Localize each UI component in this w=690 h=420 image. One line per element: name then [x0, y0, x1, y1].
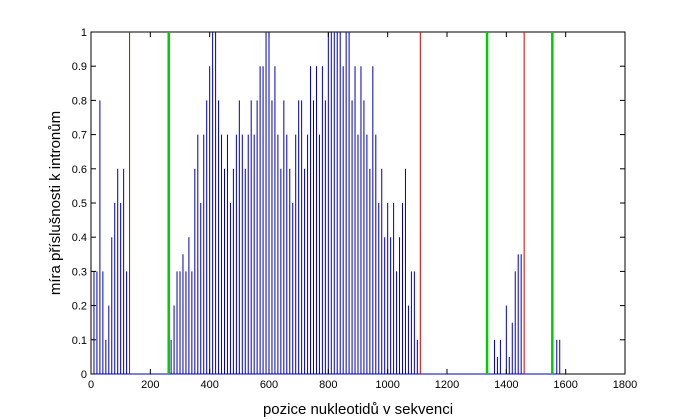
x-tick-label: 200 [141, 379, 159, 391]
y-tick-label: 1 [81, 27, 87, 39]
y-axis-label: míra příslušnosti k intronům [47, 111, 64, 295]
y-tick-label: 0.9 [72, 61, 87, 73]
x-tick-label: 1800 [613, 379, 637, 391]
y-tick-label: 0.8 [72, 95, 87, 107]
x-tick-label: 600 [260, 379, 278, 391]
x-tick-label: 800 [319, 379, 337, 391]
y-tick-label: 0.7 [72, 130, 87, 142]
y-tick-label: 0.2 [72, 301, 87, 313]
y-tick-label: 0.1 [72, 335, 87, 347]
x-tick-label: 1400 [494, 379, 518, 391]
y-tick-label: 0.6 [72, 164, 87, 176]
x-tick-label: 1200 [435, 379, 459, 391]
y-tick-label: 0 [81, 369, 87, 381]
y-tick-label: 0.3 [72, 266, 87, 278]
x-tick-label: 1000 [375, 379, 399, 391]
x-tick-label: 400 [200, 379, 218, 391]
x-tick-label: 1600 [553, 379, 577, 391]
x-tick-label: 0 [88, 379, 94, 391]
y-tick-label: 0.5 [72, 198, 87, 210]
x-axis-label: pozice nukleotidů v sekvenci [263, 401, 453, 418]
y-tick-label: 0.4 [72, 232, 87, 244]
